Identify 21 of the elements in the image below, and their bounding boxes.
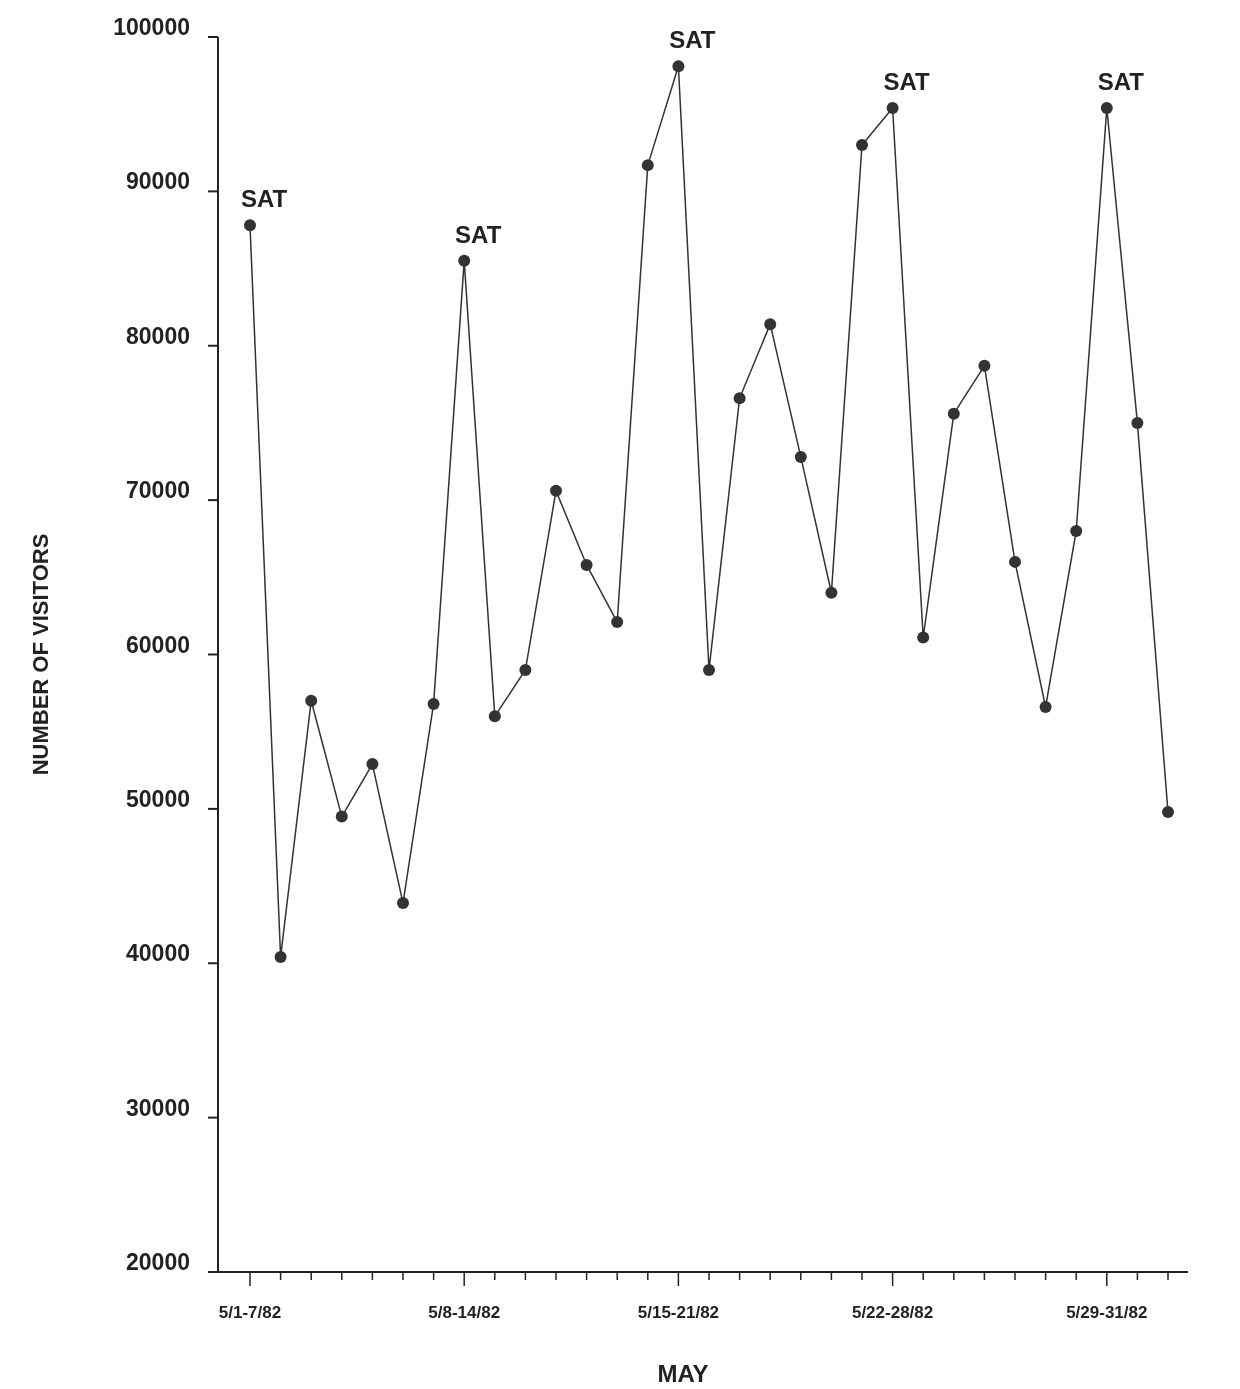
x-tick-label: 5/29-31/82 [1066, 1303, 1148, 1322]
y-axis-title: NUMBER OF VISITORS [28, 533, 53, 776]
y-tick-label: 80000 [126, 322, 190, 349]
annotation: SAT [669, 26, 716, 54]
y-tick-label: 90000 [126, 168, 190, 195]
x-tick-label: 5/15-21/82 [637, 1303, 720, 1322]
y-tick-label: 30000 [126, 1094, 190, 1121]
annotation: SAT [455, 220, 502, 248]
x-tick-label: 5/1-7/82 [218, 1303, 282, 1322]
x-tick-label: 5/8-14/82 [428, 1303, 501, 1322]
x-axis-title: MAY [657, 1360, 709, 1387]
annotation: SAT [883, 68, 931, 96]
y-tick-label: 100000 [113, 14, 190, 40]
y-tick-label: 60000 [126, 631, 190, 658]
annotation: SAT [240, 185, 288, 213]
annotation: SAT [1097, 68, 1145, 96]
y-tick-label: 40000 [126, 940, 190, 967]
x-tick-label: 5/22-28/82 [851, 1303, 934, 1322]
y-tick-label: 50000 [126, 785, 190, 812]
y-tick-label: 20000 [126, 1249, 190, 1275]
y-tick-label: 70000 [126, 477, 190, 504]
